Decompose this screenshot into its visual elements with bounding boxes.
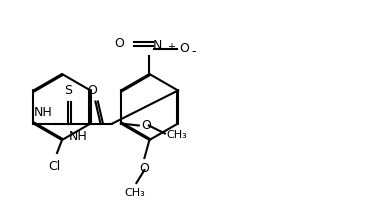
Text: O: O — [180, 43, 189, 55]
Text: NH: NH — [34, 106, 53, 119]
Text: CH₃: CH₃ — [124, 188, 145, 198]
Text: O: O — [141, 119, 151, 132]
Text: NH: NH — [69, 131, 88, 144]
Text: O: O — [114, 37, 124, 51]
Text: O: O — [87, 85, 97, 98]
Text: O: O — [140, 162, 149, 175]
Text: +: + — [167, 42, 176, 52]
Text: Cl: Cl — [48, 160, 60, 173]
Text: CH₃: CH₃ — [167, 131, 188, 141]
Text: N: N — [152, 39, 162, 52]
Text: S: S — [64, 85, 73, 98]
Text: -: - — [191, 46, 196, 58]
